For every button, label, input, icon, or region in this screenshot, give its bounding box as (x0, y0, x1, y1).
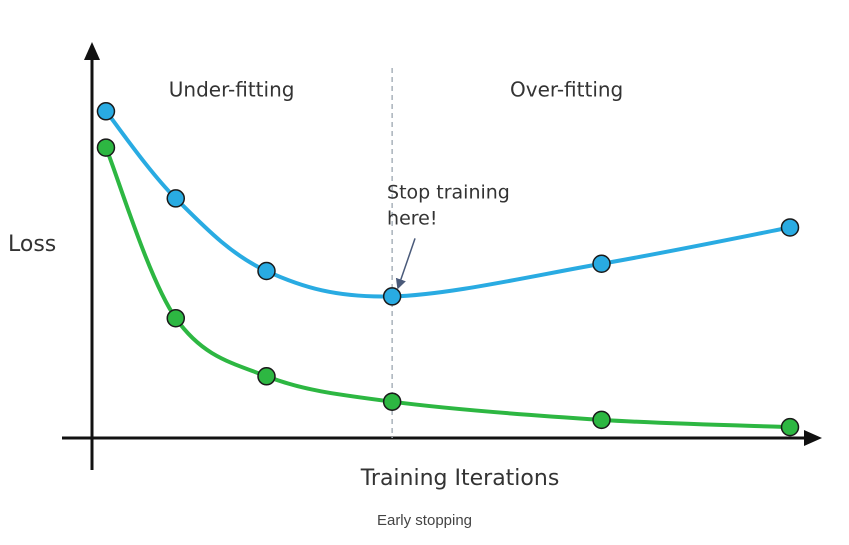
series-0-point-5 (780, 218, 800, 237)
annotation-arrow (395, 238, 416, 290)
series-0-point-1 (166, 189, 186, 208)
series-0-line (103, 109, 792, 299)
series-1-point-5 (780, 417, 800, 437)
axes (62, 42, 822, 470)
over-fitting-label: Over-fitting (510, 78, 623, 102)
series-0-point-3 (382, 287, 402, 306)
x-axis-arrowhead (804, 430, 822, 446)
series-1-point-0 (96, 138, 116, 157)
series-0-point-2 (257, 261, 276, 281)
series-1-point-1 (166, 308, 186, 328)
series-1-point-4 (592, 410, 611, 430)
series-1-line (103, 145, 792, 430)
labels-layer: Loss Training Iterations Under-fitting O… (8, 78, 623, 491)
series-layer (96, 102, 800, 437)
y-axis-arrowhead (84, 42, 100, 60)
series-1-point-2 (257, 367, 276, 386)
series-0-point-4 (592, 254, 611, 274)
under-fitting-label: Under-fitting (169, 78, 295, 102)
series-1-point-3 (382, 392, 402, 411)
y-axis-label: Loss (8, 232, 56, 257)
figure-caption: Early stopping (376, 512, 473, 529)
stop-training-annotation-line-1: Stop training (387, 181, 510, 203)
x-axis-label: Training Iterations (360, 466, 560, 491)
stop-training-annotation-line-2: here! (387, 207, 437, 229)
series-0-point-0 (96, 102, 116, 121)
